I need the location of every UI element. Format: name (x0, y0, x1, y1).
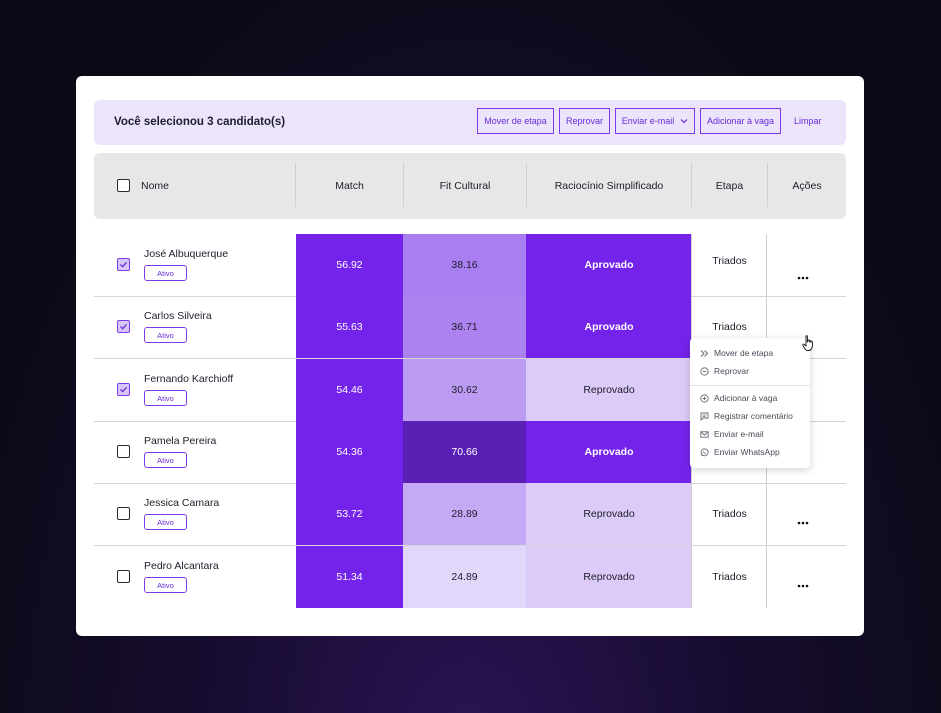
stage-label: Triados (712, 321, 747, 333)
menu-item-label: Registrar comentário (714, 411, 793, 421)
candidate-name[interactable]: José Albuquerque (144, 248, 229, 260)
stage-label: Triados (712, 255, 747, 267)
check-icon (120, 323, 127, 330)
candidates-card: Você selecionou 3 candidato(s) Mover de … (76, 76, 864, 636)
table-row[interactable]: Pamela Pereira Ativo 54.36 70.66 Aprovado (94, 421, 846, 483)
match-score: 53.72 (296, 483, 403, 545)
stage-label: Triados (712, 571, 747, 583)
header-reasoning[interactable]: Raciocínio Simplificado (554, 180, 664, 192)
match-score: 54.36 (296, 421, 403, 483)
check-icon (120, 261, 127, 268)
add-to-job-button[interactable]: Adicionar à vaga (700, 108, 781, 134)
fit-cultural-score: 24.89 (403, 546, 526, 608)
candidate-name[interactable]: Carlos Silveira (144, 310, 212, 322)
status-badge: Ativo (144, 327, 187, 343)
selection-bar: Você selecionou 3 candidato(s) Mover de … (94, 100, 846, 145)
row-checkbox[interactable] (117, 383, 130, 396)
reject-button[interactable]: Reprovar (559, 108, 610, 134)
reasoning-result: Reprovado (526, 546, 692, 608)
table-row[interactable]: Jessica Camara Ativo 53.72 28.89 Reprovado Tr… (94, 483, 846, 545)
header-fit-cultural[interactable]: Fit Cultural (439, 180, 491, 192)
menu-item-label: Adicionar à vaga (714, 393, 778, 403)
reasoning-result: Aprovado (526, 421, 692, 483)
candidate-name[interactable]: Jessica Camara (144, 497, 220, 509)
fit-cultural-score: 70.66 (403, 421, 526, 483)
candidate-name[interactable]: Fernando Karchioff (144, 373, 234, 385)
menu-item-label: Reprovar (714, 366, 749, 376)
menu-item-add-to-job[interactable]: Adicionar à vaga (700, 393, 777, 403)
menu-divider (690, 385, 810, 386)
whatsapp-icon (700, 447, 709, 456)
reasoning-result: Reprovado (526, 483, 692, 545)
select-all-checkbox[interactable] (117, 179, 130, 192)
row-checkbox[interactable] (117, 258, 130, 271)
table-row[interactable]: Fernando Karchioff Ativo 54.46 30.62 Reprova… (94, 359, 846, 421)
minus-circle-icon (700, 366, 709, 376)
status-badge: Ativo (144, 265, 187, 281)
header-divider (403, 163, 404, 207)
more-horizontal-icon[interactable] (797, 575, 809, 593)
header-stage[interactable]: Etapa (715, 180, 744, 192)
status-badge: Ativo (144, 514, 187, 530)
header-actions: Ações (792, 180, 822, 192)
reasoning-result: Reprovado (526, 359, 692, 421)
send-email-label: Enviar e-mail (621, 116, 675, 126)
table-row[interactable]: José Albuquerque Ativo 56.92 38.16 Aprovado T… (94, 234, 846, 296)
clear-selection-link[interactable]: Limpar (794, 116, 822, 126)
candidate-name[interactable]: Pamela Pereira (144, 435, 217, 447)
header-divider (526, 163, 527, 207)
fit-cultural-score: 30.62 (403, 359, 526, 421)
header-match[interactable]: Match (335, 180, 364, 192)
check-icon (120, 386, 127, 393)
row-checkbox[interactable] (117, 570, 130, 583)
mail-icon (700, 430, 709, 438)
reasoning-result: Aprovado (526, 296, 692, 358)
header-divider (295, 163, 296, 207)
chevron-down-icon (680, 119, 688, 124)
move-stage-button[interactable]: Mover de etapa (477, 108, 554, 134)
row-checkbox[interactable] (117, 507, 130, 520)
row-checkbox[interactable] (117, 320, 130, 333)
header-name[interactable]: Nome (141, 180, 170, 192)
match-score: 54.46 (296, 359, 403, 421)
fit-cultural-score: 28.89 (403, 483, 526, 545)
table-row[interactable]: Carlos Silveira Ativo 55.63 36.71 Aprovado Tr… (94, 296, 846, 358)
row-divider (94, 545, 846, 546)
reasoning-result: Aprovado (526, 234, 692, 296)
status-badge: Ativo (144, 577, 187, 593)
match-score: 56.92 (296, 234, 403, 296)
more-horizontal-icon[interactable] (797, 267, 809, 285)
send-email-button[interactable]: Enviar e-mail (615, 108, 695, 134)
menu-item-email[interactable]: Enviar e-mail (700, 429, 764, 439)
stage-label: Triados (712, 508, 747, 520)
menu-item-label: Enviar e-mail (714, 429, 764, 439)
status-badge: Ativo (144, 452, 187, 468)
row-divider (94, 358, 846, 359)
row-checkbox[interactable] (117, 445, 130, 458)
hand-pointer-icon (802, 335, 813, 351)
menu-item-reject[interactable]: Reprovar (700, 366, 749, 376)
status-badge: Ativo (144, 390, 187, 406)
fit-cultural-score: 36.71 (403, 296, 526, 358)
menu-item-label: Enviar WhatsApp (714, 447, 780, 457)
candidate-name[interactable]: Pedro Alcantara (144, 560, 219, 572)
fit-cultural-score: 38.16 (403, 234, 526, 296)
table-row[interactable]: Pedro Alcantara Ativo 51.34 24.89 Reprovado T… (94, 546, 846, 608)
more-horizontal-icon[interactable] (797, 512, 809, 530)
menu-item-label: Mover de etapa (714, 348, 774, 358)
header-divider (691, 163, 692, 207)
selection-count-text: Você selecionou 3 candidato(s) (114, 116, 286, 128)
match-score: 51.34 (296, 546, 403, 608)
comment-icon (700, 412, 709, 421)
menu-item-move-stage[interactable]: Mover de etapa (700, 348, 773, 358)
menu-item-comment[interactable]: Registrar comentário (700, 411, 793, 421)
plus-circle-icon (700, 393, 709, 403)
header-divider (767, 163, 768, 207)
table-header: Nome Match Fit Cultural Raciocínio Simpl… (94, 153, 846, 219)
row-actions-menu: Mover de etapa Reprovar Adicionar à vaga… (690, 338, 810, 468)
match-score: 55.63 (296, 296, 403, 358)
double-chevron-right-icon (700, 349, 709, 357)
menu-item-whatsapp[interactable]: Enviar WhatsApp (700, 447, 780, 457)
